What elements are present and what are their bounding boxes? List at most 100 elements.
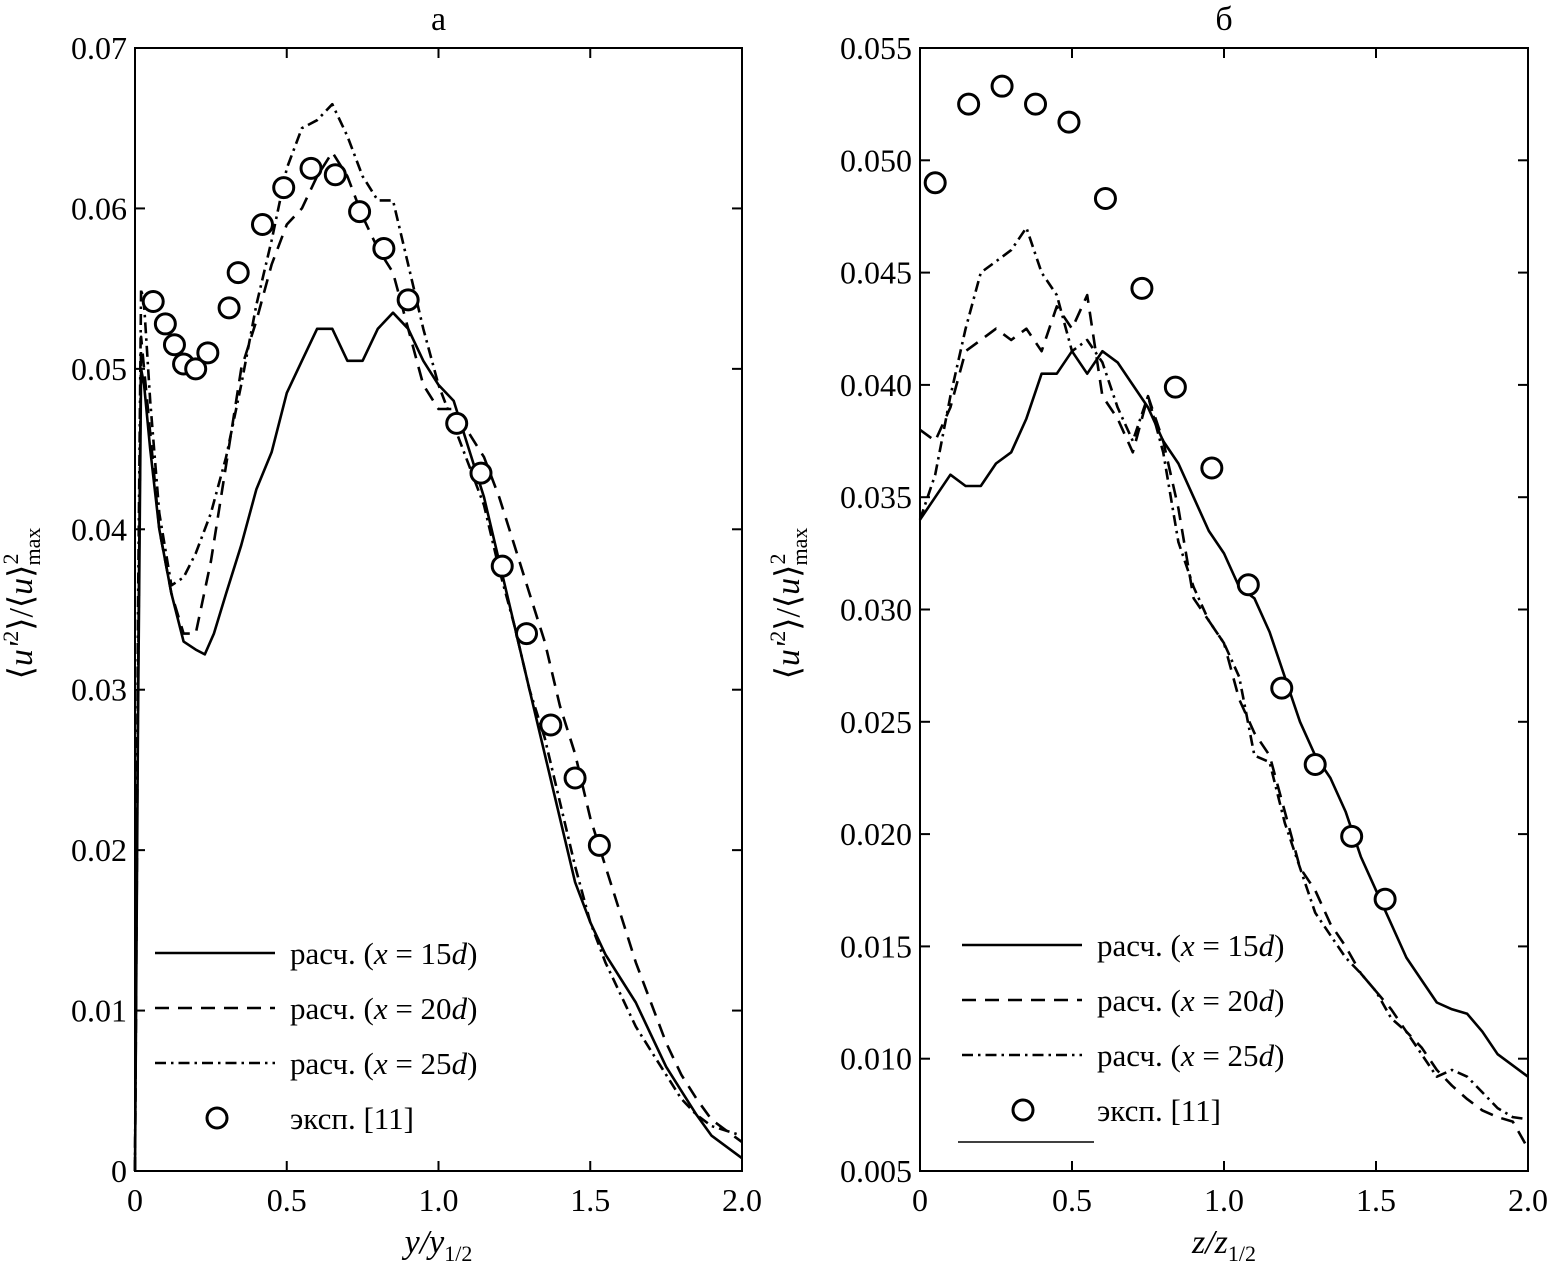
exp-marker bbox=[196, 341, 220, 365]
y-axis-label: ⟨u'2⟩/⟨u⟩2max bbox=[765, 528, 812, 680]
legend-marker bbox=[1011, 1098, 1035, 1122]
y-axis-label: ⟨u'2⟩/⟨u⟩2max bbox=[0, 528, 45, 680]
legend-var: x bbox=[1180, 928, 1195, 963]
y-tick-label: 0.04 bbox=[71, 511, 127, 547]
y-label-sub: max bbox=[20, 528, 45, 566]
legend-close: ) bbox=[1274, 928, 1284, 963]
legend-eq: = 25 bbox=[388, 1046, 452, 1081]
exp-marker bbox=[445, 411, 469, 435]
y-label-bracket: ⟨ bbox=[3, 666, 40, 679]
y-label-mid: ⟩/⟨ bbox=[770, 595, 807, 631]
x-tick-label: 0 bbox=[912, 1182, 928, 1218]
y-tick-label: 0.050 bbox=[840, 142, 912, 178]
legend-close: ) bbox=[467, 936, 477, 971]
legend-unit: d bbox=[452, 1046, 468, 1081]
exp-marker bbox=[184, 357, 208, 381]
x-tick-label: 0.5 bbox=[1052, 1182, 1092, 1218]
legend-unit: d bbox=[1259, 928, 1275, 963]
exp-marker bbox=[1270, 676, 1294, 700]
exp-marker bbox=[1024, 92, 1048, 116]
panel-a: а 0 0.5 1.0 1.5 2.0 0 0.01 0.02 0.03 0.04 0.05 0.06 0… bbox=[0, 1, 762, 1266]
exp-marker bbox=[990, 74, 1014, 98]
legend-eq: = 20 bbox=[388, 991, 452, 1026]
legend-text: эксп. [11] bbox=[290, 1101, 414, 1136]
y-tick-label: 0.015 bbox=[840, 928, 912, 964]
exp-marker bbox=[1236, 573, 1260, 597]
y-tick-label: 0.005 bbox=[840, 1153, 912, 1189]
series-line-solid bbox=[918, 349, 1529, 1078]
y-tick-label: 0.040 bbox=[840, 367, 912, 403]
legend-eq: = 20 bbox=[1195, 983, 1259, 1018]
y-label-sup2: 2 bbox=[0, 554, 23, 565]
exp-marker bbox=[372, 237, 396, 261]
y-tick-label: 0.02 bbox=[71, 832, 127, 868]
x-tick-label: 0 bbox=[127, 1182, 143, 1218]
exp-marker bbox=[490, 554, 514, 578]
exp-marker bbox=[396, 288, 420, 312]
y-tick-label: 0.025 bbox=[840, 704, 912, 740]
y-label-mid: ⟩/⟨ bbox=[3, 595, 40, 631]
exp-marker bbox=[1200, 456, 1224, 480]
x-tick-label: 1.0 bbox=[419, 1182, 459, 1218]
x-tick-label: 1.0 bbox=[1204, 1182, 1244, 1218]
exp-marker bbox=[539, 713, 563, 737]
y-label-var: u' bbox=[3, 641, 40, 666]
legend-text: расч. ( bbox=[1097, 928, 1181, 963]
exp-marker bbox=[1057, 110, 1081, 134]
exp-marker bbox=[348, 200, 372, 224]
legend-text: расч. ( bbox=[290, 936, 374, 971]
exp-marker bbox=[162, 333, 186, 357]
legend-label: расч. (x = 15d) bbox=[290, 936, 477, 971]
x-tick-label: 2.0 bbox=[722, 1182, 762, 1218]
y-label-sub: max bbox=[787, 528, 812, 566]
exp-marker bbox=[957, 92, 981, 116]
y-label-var: u' bbox=[770, 641, 807, 666]
legend-eq: = 15 bbox=[1195, 928, 1259, 963]
y-tick-label: 0 bbox=[111, 1153, 127, 1189]
y-tick-label: 0.055 bbox=[840, 30, 912, 66]
y-tick-label: 0.03 bbox=[71, 672, 127, 708]
legend-label: расч. (x = 20d) bbox=[290, 991, 477, 1026]
legend-unit: d bbox=[1259, 983, 1275, 1018]
y-label-sup: 2 bbox=[0, 631, 23, 642]
y-label-close: ⟩ bbox=[770, 565, 807, 578]
x-axis-label: y/y1/2 bbox=[402, 1224, 473, 1266]
legend-text: эксп. [11] bbox=[1097, 1093, 1221, 1128]
exp-marker bbox=[469, 461, 493, 485]
x-tick-label: 1.5 bbox=[570, 1182, 610, 1218]
y-tick-label: 0.030 bbox=[840, 592, 912, 628]
legend-text: расч. ( bbox=[290, 991, 374, 1026]
y-label-sup2: 2 bbox=[765, 554, 790, 565]
legend-close: ) bbox=[1274, 983, 1284, 1018]
exp-marker bbox=[1373, 887, 1397, 911]
y-tick-label: 0.045 bbox=[840, 255, 912, 291]
legend-label: расч. (x = 15d) bbox=[1097, 928, 1284, 963]
legend-label: расч. (x = 25d) bbox=[290, 1046, 477, 1081]
exp-marker bbox=[272, 176, 296, 200]
series-line-dashdot bbox=[918, 226, 1529, 1121]
exp-marker bbox=[141, 289, 165, 313]
x-axis-label: z/z1/2 bbox=[1191, 1224, 1256, 1266]
exp-marker bbox=[563, 766, 587, 790]
legend-label: расч. (x = 25d) bbox=[1097, 1038, 1284, 1073]
legend-text: расч. ( bbox=[1097, 1038, 1181, 1073]
legend-var: x bbox=[1180, 1038, 1195, 1073]
x-axis-label-sub: 1/2 bbox=[1228, 1241, 1256, 1266]
y-tick-label: 0.06 bbox=[71, 190, 127, 226]
x-axis-label-main: y/y bbox=[402, 1224, 446, 1261]
exp-marker bbox=[1303, 752, 1327, 776]
legend-close: ) bbox=[1274, 1038, 1284, 1073]
y-label-close: ⟩ bbox=[3, 565, 40, 578]
x-axis-label-sub: 1/2 bbox=[444, 1241, 472, 1266]
exp-marker bbox=[250, 212, 274, 236]
series-line-dashed bbox=[919, 293, 1530, 1150]
legend-var: x bbox=[373, 991, 388, 1026]
exp-marker bbox=[587, 833, 611, 857]
y-tick-label: 0.05 bbox=[71, 351, 127, 387]
y-tick-label: 0.020 bbox=[840, 816, 912, 852]
panel-b: б 0 0.5 1.0 1.5 2.0 0.005 0.010 0.015 0.020 0.025 0… bbox=[765, 1, 1548, 1266]
exp-marker bbox=[226, 261, 250, 285]
exp-marker bbox=[299, 156, 323, 180]
exp-marker bbox=[1340, 824, 1364, 848]
x-tick-label: 2.0 bbox=[1508, 1182, 1548, 1218]
